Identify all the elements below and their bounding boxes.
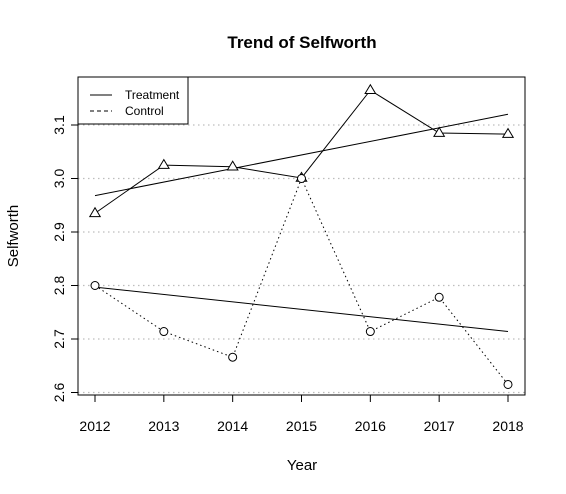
x-tick-label-2015: 2015 — [286, 418, 317, 434]
x-axis-label: Year — [287, 457, 317, 474]
point-treatment-2014 — [226, 160, 239, 171]
point-control-2015 — [297, 174, 306, 183]
x-tick-label-2014: 2014 — [217, 418, 248, 434]
data-series — [88, 83, 515, 389]
legend-label-control: Control — [125, 104, 164, 118]
point-control-2012 — [90, 281, 100, 290]
plot-frame — [77, 76, 526, 396]
point-control-2018 — [503, 379, 513, 389]
x-tick-label-2016: 2016 — [355, 418, 386, 434]
y-tick-label-3: 2.9 — [51, 222, 67, 242]
y-axis-label: Selfworth — [5, 205, 22, 268]
point-control-2013 — [159, 327, 169, 337]
trend-line-control — [94, 286, 509, 333]
y-tick-label-5: 3.1 — [51, 115, 67, 135]
y-tick-label-1: 2.7 — [51, 329, 67, 349]
legend-box — [77, 76, 189, 125]
y-tick-label-4: 3.0 — [51, 169, 67, 189]
y-tick-label-2: 2.8 — [51, 276, 67, 296]
point-treatment-2017 — [433, 126, 446, 137]
point-control-2017 — [434, 292, 444, 302]
legend: Treatment Control — [77, 76, 189, 125]
point-treatment-2016 — [364, 83, 377, 95]
x-tick-label-2017: 2017 — [424, 418, 455, 434]
x-tick-label-2013: 2013 — [148, 418, 179, 434]
point-control-2014 — [228, 352, 238, 362]
trend-line-treatment — [94, 113, 509, 197]
point-treatment-2018 — [501, 127, 515, 138]
point-treatment-2012 — [88, 206, 102, 218]
x-tick-label-2012: 2012 — [79, 418, 110, 434]
x-tick-label-2018: 2018 — [492, 418, 523, 434]
point-treatment-2013 — [157, 158, 170, 169]
chart-title: Trend of Selfworth — [227, 33, 376, 52]
x-axis: 2012 2013 2014 2015 2016 2017 2018 — [79, 394, 524, 434]
y-tick-label-0: 2.6 — [51, 383, 67, 403]
trend-lines — [94, 113, 509, 333]
series-line-control — [94, 177, 509, 385]
y-axis: 2.6 2.7 2.8 2.9 3.0 3.1 — [51, 115, 79, 403]
point-control-2016 — [365, 327, 375, 337]
grid-lines — [78, 124, 525, 394]
legend-label-treatment: Treatment — [125, 88, 180, 102]
